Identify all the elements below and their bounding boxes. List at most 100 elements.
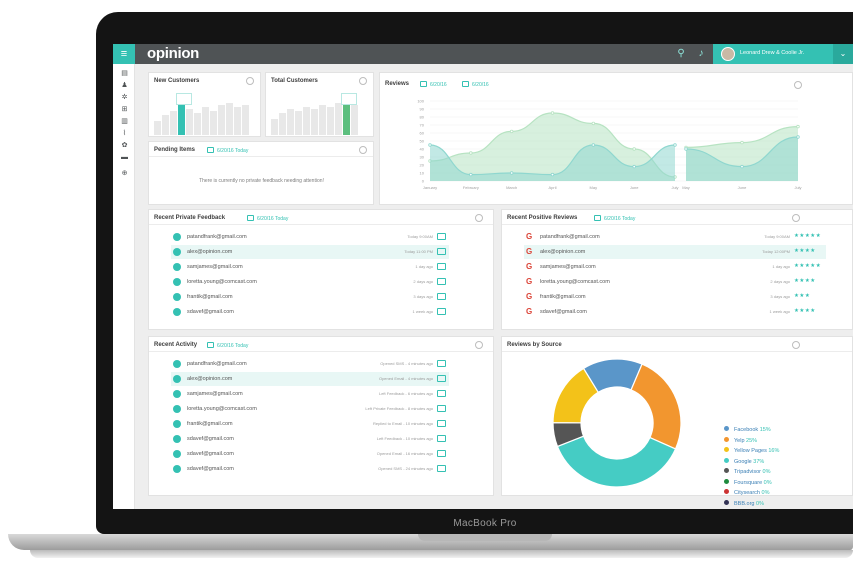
data-point[interactable]: [632, 164, 636, 169]
message-icon[interactable]: [437, 405, 446, 412]
list-item[interactable]: alex@opinion.com Opened Email - 4 minutes…: [171, 372, 449, 386]
x-tick-label: June: [630, 185, 639, 190]
list-item[interactable]: patandfrank@gmail.com Today 9:00AM: [171, 230, 449, 244]
legend-swatch: [724, 478, 729, 484]
dashboard-icon[interactable]: ▤: [121, 70, 128, 77]
notifications-button[interactable]: ♪: [689, 44, 713, 64]
list-item[interactable]: loretta.young@comcast.com Left Private Fe…: [171, 402, 449, 416]
user-dropdown-button[interactable]: ⌄: [833, 44, 853, 64]
bell-icon: ♪: [698, 48, 704, 59]
panel-title: Recent Private Feedback: [154, 215, 226, 221]
message-icon[interactable]: [437, 450, 446, 457]
data-point[interactable]: [673, 143, 677, 147]
cart-icon[interactable]: ⊞: [121, 106, 128, 113]
row-email: patandfrank@gmail.com: [187, 234, 247, 240]
settings-icon[interactable]: [794, 81, 802, 89]
data-point[interactable]: [550, 172, 555, 177]
row-email: alex@opinion.com: [187, 249, 233, 255]
list-item[interactable]: frantik@gmail.com Replied to Email - 10 m…: [171, 417, 449, 431]
settings-icon[interactable]: [359, 146, 367, 154]
list-item[interactable]: patandfrank@gmail.com Opened SMS - 4 minu…: [171, 357, 449, 371]
data-point[interactable]: [632, 147, 636, 151]
legend-value: 0%: [763, 479, 772, 486]
settings-icon[interactable]: [246, 77, 254, 85]
data-point[interactable]: [684, 147, 688, 151]
message-icon[interactable]: [437, 293, 446, 300]
data-point[interactable]: [591, 121, 596, 126]
legend-item: Tripadvisor 0%: [724, 468, 770, 475]
message-icon[interactable]: [437, 375, 446, 382]
settings-icon[interactable]: [792, 214, 800, 222]
laptop-shadow: [30, 550, 853, 558]
message-icon[interactable]: [437, 233, 446, 240]
list-item[interactable]: sdavef@gmail.com Left Feedback - 10 minut…: [171, 432, 449, 446]
search-button[interactable]: ⚲: [669, 44, 693, 64]
data-point[interactable]: [796, 135, 800, 139]
star-rating: ★★★★: [794, 278, 816, 284]
list-item[interactable]: frantik@gmail.com 3 days ago: [171, 290, 449, 304]
spark-bar: [303, 107, 310, 135]
settings-icon[interactable]: [359, 77, 367, 85]
message-icon[interactable]: [437, 390, 446, 397]
date-to-picker[interactable]: 6/20/16: [462, 81, 489, 88]
donut-slice[interactable]: [556, 435, 677, 488]
message-icon[interactable]: [437, 420, 446, 427]
list-item[interactable]: sdavef@gmail.com 1 week ago: [171, 305, 449, 319]
data-point[interactable]: [591, 143, 596, 147]
add-icon[interactable]: ⊕: [121, 170, 128, 177]
message-icon[interactable]: [437, 465, 446, 472]
chart-icon[interactable]: ⌇: [122, 130, 127, 137]
data-point[interactable]: [740, 164, 744, 169]
date-picker[interactable]: 6/20/16 Today: [207, 342, 248, 349]
legend-label: Google: [734, 458, 752, 465]
data-point[interactable]: [509, 171, 514, 175]
user-icon: [173, 435, 181, 443]
donut-slice[interactable]: [630, 363, 682, 450]
message-icon[interactable]: [437, 248, 446, 255]
data-point[interactable]: [740, 140, 744, 145]
date-from-picker[interactable]: 6/20/16: [420, 81, 447, 88]
settings-icon[interactable]: [475, 214, 483, 222]
settings-icon[interactable]: [792, 341, 800, 349]
data-point[interactable]: [469, 172, 473, 177]
list-item[interactable]: samjames@gmail.com 1 day ago: [171, 260, 449, 274]
gear-icon[interactable]: ✿: [121, 142, 128, 149]
list-item[interactable]: loretta.young@comcast.com 2 days ago: [171, 275, 449, 289]
inbox-icon[interactable]: ▥: [121, 118, 128, 125]
mail-icon[interactable]: ▬: [121, 154, 128, 161]
divider: [502, 351, 852, 352]
chevron-down-icon: ⌄: [839, 49, 847, 58]
data-point[interactable]: [509, 129, 514, 134]
date-picker[interactable]: 6/20/16 Today: [594, 215, 635, 222]
user-menu-button[interactable]: Leonard Drew & Coolie Jr.: [713, 44, 833, 64]
panel-title: Reviews: [385, 81, 410, 87]
data-point[interactable]: [550, 111, 555, 115]
users-icon[interactable]: ♟: [121, 82, 128, 89]
message-icon[interactable]: [437, 435, 446, 442]
user-icon: [173, 465, 181, 473]
message-icon[interactable]: [437, 263, 446, 270]
message-icon[interactable]: [437, 360, 446, 367]
message-icon[interactable]: [437, 308, 446, 315]
user-icon: [173, 390, 181, 398]
list-item[interactable]: sdavef@gmail.com Opened SMS - 24 minutes …: [171, 462, 449, 476]
list-item[interactable]: samjames@gmail.com Left Feedback - 6 minu…: [171, 387, 449, 401]
date-picker[interactable]: 6/20/16 Today: [207, 147, 248, 154]
date-picker[interactable]: 6/20/16 Today: [247, 215, 288, 222]
menu-button[interactable]: ≡: [113, 44, 135, 64]
data-point[interactable]: [469, 151, 473, 155]
message-icon[interactable]: [437, 278, 446, 285]
data-point[interactable]: [796, 124, 800, 129]
settings-icon[interactable]: [475, 341, 483, 349]
donut-slice[interactable]: [552, 367, 600, 424]
list-item[interactable]: alex@opinion.com Today 11:00 PM: [171, 245, 449, 259]
settings-icon[interactable]: ✲: [121, 94, 128, 101]
data-point[interactable]: [428, 143, 432, 147]
list-item[interactable]: sdavef@gmail.com Opened Email - 16 minute…: [171, 447, 449, 461]
